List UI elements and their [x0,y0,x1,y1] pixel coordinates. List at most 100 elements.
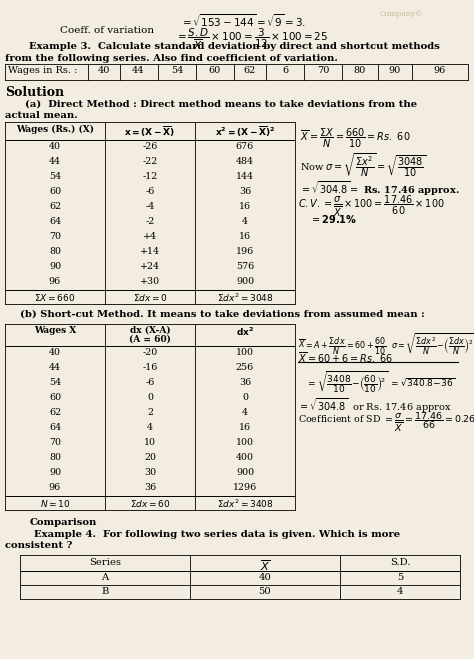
Text: Coefficient of SD $= \dfrac{\sigma}{\overline{X}} = \dfrac{17.46}{66} = 0.264$: Coefficient of SD $= \dfrac{\sigma}{\ove… [298,410,474,434]
Text: $\overline{X}$: $\overline{X}$ [260,558,270,573]
Text: 90: 90 [49,468,61,477]
Text: 100: 100 [236,348,254,357]
Text: Solution: Solution [5,86,64,99]
Text: $\mathbf{x^{2} = (X-\overline{X})^{2}}$: $\mathbf{x^{2} = (X-\overline{X})^{2}}$ [215,125,275,139]
Text: 60: 60 [49,187,61,196]
Text: actual mean.: actual mean. [5,111,78,120]
Text: 90: 90 [389,66,401,75]
Text: $\Sigma X = 660$: $\Sigma X = 660$ [34,292,76,303]
Text: -4: -4 [146,202,155,211]
Text: 0: 0 [242,393,248,402]
Text: +4: +4 [143,232,157,241]
Text: 576: 576 [236,262,254,271]
Text: Now $\sigma = \sqrt{\dfrac{\Sigma x^{2}}{N}} = \sqrt{\dfrac{3048}{10}}$: Now $\sigma = \sqrt{\dfrac{\Sigma x^{2}}… [300,151,427,179]
Text: $\overline{X} = A + \dfrac{\Sigma dx}{N} = 60 + \dfrac{60}{10}\ \ \sigma = \sqrt: $\overline{X} = A + \dfrac{\Sigma dx}{N}… [298,332,474,357]
Text: Company©: Company© [380,10,423,18]
Text: Coeff. of variation: Coeff. of variation [60,26,154,35]
Text: 100: 100 [236,438,254,447]
Text: 10: 10 [144,438,156,447]
Text: 4: 4 [147,423,153,432]
Text: 30: 30 [144,468,156,477]
Text: -12: -12 [142,172,158,181]
Text: 96: 96 [49,483,61,492]
Text: 36: 36 [239,378,251,387]
Text: 40: 40 [258,573,272,582]
Text: $= \sqrt{153-144} = \sqrt{9} = 3.$: $= \sqrt{153-144} = \sqrt{9} = 3.$ [180,12,306,29]
Text: -22: -22 [142,157,158,166]
Text: Wages (Rs.) (X): Wages (Rs.) (X) [16,125,94,134]
Text: 40: 40 [49,348,61,357]
Text: +24: +24 [140,262,160,271]
Text: $\Sigma dx^{2} = 3408$: $\Sigma dx^{2} = 3408$ [217,498,273,511]
Text: -20: -20 [142,348,158,357]
Text: 256: 256 [236,363,254,372]
Text: 44: 44 [132,66,144,75]
Text: 1296: 1296 [233,483,257,492]
Text: 144: 144 [236,172,254,181]
Text: 36: 36 [144,483,156,492]
Text: -16: -16 [142,363,158,372]
Text: 64: 64 [49,423,61,432]
Text: 6: 6 [282,66,288,75]
Text: Example 4.  For following two series data is given. Which is more: Example 4. For following two series data… [20,530,400,539]
Text: -6: -6 [146,187,155,196]
Text: $\mathbf{dx^{2}}$: $\mathbf{dx^{2}}$ [236,326,254,339]
Text: 70: 70 [49,232,61,241]
Text: 54: 54 [171,66,183,75]
Text: dx (X-A): dx (X-A) [130,326,170,335]
Text: 96: 96 [49,277,61,286]
Text: S.D.: S.D. [390,558,410,567]
Text: 50: 50 [259,587,272,596]
Text: 4: 4 [397,587,403,596]
Text: 96: 96 [434,66,446,75]
Text: $N = 10$: $N = 10$ [40,498,70,509]
Text: $\overline{X} = 60 + 6 = Rs.\ 66$: $\overline{X} = 60 + 6 = Rs.\ 66$ [298,350,393,365]
Text: 2: 2 [147,408,153,417]
Text: 70: 70 [49,438,61,447]
Text: 80: 80 [49,453,61,462]
Text: $= \sqrt{\dfrac{3408}{10}\!-\!\left(\dfrac{60}{10}\right)^{\!2}}\ = \sqrt{340.8\: $= \sqrt{\dfrac{3408}{10}\!-\!\left(\dfr… [306,370,455,395]
Text: 676: 676 [236,142,254,151]
Text: 5: 5 [397,573,403,582]
Text: Series: Series [89,558,121,567]
Text: from the following series. Also find coefficient of variation.: from the following series. Also find coe… [5,54,338,63]
Text: 0: 0 [147,393,153,402]
Text: 70: 70 [317,66,329,75]
Text: $\Sigma dx = 0$: $\Sigma dx = 0$ [133,292,167,303]
Text: 80: 80 [354,66,366,75]
Text: Comparison: Comparison [30,518,97,527]
Text: 4: 4 [242,408,248,417]
Text: 90: 90 [49,262,61,271]
Text: 4: 4 [242,217,248,226]
Text: A: A [101,573,109,582]
Text: +14: +14 [140,247,160,256]
Text: Wages X: Wages X [34,326,76,335]
Text: 62: 62 [244,66,256,75]
Text: 80: 80 [49,247,61,256]
Text: -26: -26 [142,142,158,151]
Text: $\mathbf{x = (X-\overline{X})}$: $\mathbf{x = (X-\overline{X})}$ [124,125,176,139]
Text: Wages in Rs. :: Wages in Rs. : [8,66,77,75]
Text: $\Sigma dx = 60$: $\Sigma dx = 60$ [130,498,170,509]
Text: 16: 16 [239,232,251,241]
Text: $= \dfrac{S.D}{\overline{X}} \times 100 = \dfrac{3}{12} \times 100 = 25$: $= \dfrac{S.D}{\overline{X}} \times 100 … [175,26,328,52]
Text: $= \sqrt{304.8} = $ Rs. 17.46 approx.: $= \sqrt{304.8} = $ Rs. 17.46 approx. [300,179,460,198]
Text: -6: -6 [146,378,155,387]
Text: 40: 40 [49,142,61,151]
Text: 36: 36 [239,187,251,196]
Text: $C.V. = \dfrac{\sigma}{\overline{X}} \times 100 = \dfrac{17.46}{60} \times 100$: $C.V. = \dfrac{\sigma}{\overline{X}} \ti… [298,193,445,219]
Text: B: B [101,587,109,596]
Text: $\overline{X} = \dfrac{\Sigma X}{N} = \dfrac{660}{10} = Rs.\ 60$: $\overline{X} = \dfrac{\Sigma X}{N} = \d… [300,127,410,150]
Text: (A = 60): (A = 60) [129,335,171,344]
Text: 16: 16 [239,423,251,432]
Text: $\Sigma dx^{2} = 3048$: $\Sigma dx^{2} = 3048$ [217,292,273,304]
Text: 400: 400 [236,453,254,462]
Text: 60: 60 [49,393,61,402]
Text: 54: 54 [49,172,61,181]
Text: consistent ?: consistent ? [5,541,73,550]
Text: 16: 16 [239,202,251,211]
Text: 900: 900 [236,277,254,286]
Text: 44: 44 [49,157,61,166]
Text: 60: 60 [209,66,221,75]
Text: 62: 62 [49,408,61,417]
